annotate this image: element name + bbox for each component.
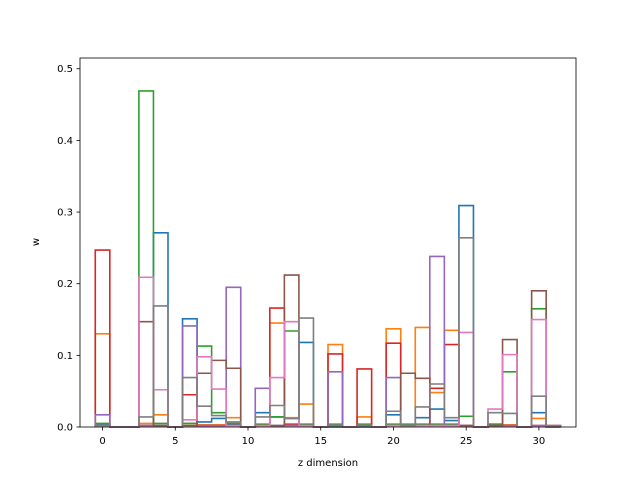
y-tick-label: 0.4 [57, 136, 73, 147]
x-tick-label: 15 [314, 436, 327, 447]
x-tick-label: 5 [172, 436, 178, 447]
x-axis-label: z dimension [298, 458, 358, 469]
x-tick-label: 20 [387, 436, 400, 447]
x-tick-label: 30 [533, 436, 546, 447]
axes-group: 0 5 10 15 20 25 30 0.0 0.1 0.2 0.3 0.4 0.5 [57, 57, 577, 447]
y-tick-label: 0.0 [57, 423, 73, 434]
y-tick-label: 0.2 [57, 279, 73, 290]
x-tick-label: 0 [99, 436, 105, 447]
x-tick-label: 10 [242, 436, 255, 447]
axes-frame [79, 57, 577, 428]
y-tick-label: 0.1 [57, 351, 73, 362]
y-tick-label: 0.3 [57, 208, 73, 219]
y-axis-label: w [31, 238, 42, 246]
x-tick-label: 25 [460, 436, 473, 447]
y-tick-label: 0.5 [57, 64, 73, 75]
